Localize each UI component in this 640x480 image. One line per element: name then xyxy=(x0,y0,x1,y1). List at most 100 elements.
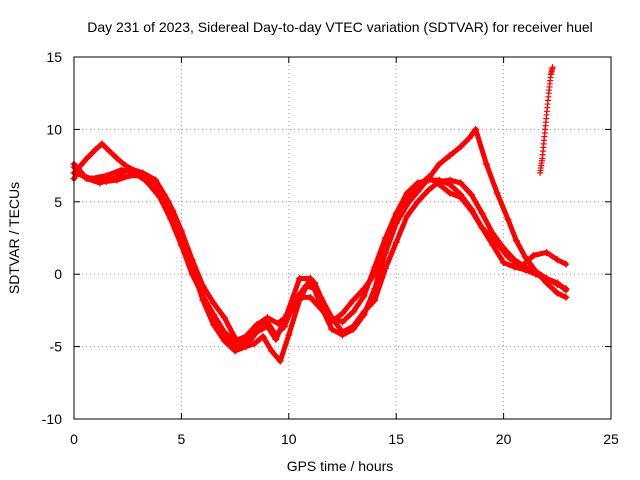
data-point xyxy=(285,311,293,319)
data-point xyxy=(414,188,422,196)
data-point xyxy=(231,337,239,345)
data-point xyxy=(317,305,325,313)
data-point xyxy=(285,331,293,339)
data-point xyxy=(424,175,432,183)
data-point xyxy=(392,220,400,228)
data-point xyxy=(500,244,508,252)
data-point xyxy=(145,180,153,188)
data-point xyxy=(169,206,177,214)
data-point xyxy=(405,198,413,206)
data-point xyxy=(472,125,480,133)
series-group xyxy=(70,64,570,365)
data-point xyxy=(504,215,512,223)
data-point xyxy=(381,248,389,256)
data-point xyxy=(253,328,261,336)
data-point xyxy=(220,337,228,345)
data-point xyxy=(446,151,454,159)
data-point xyxy=(98,140,106,148)
data-point xyxy=(268,347,276,355)
data-point xyxy=(231,347,239,355)
data-point xyxy=(83,154,91,162)
y-tick-label: 15 xyxy=(46,49,62,65)
data-point xyxy=(493,189,501,197)
data-point xyxy=(553,279,561,287)
data-point xyxy=(562,260,570,268)
data-point xyxy=(113,154,121,162)
data-point xyxy=(424,186,432,194)
data-point xyxy=(446,176,454,184)
data-point xyxy=(296,275,304,283)
data-point xyxy=(311,279,319,287)
data-point xyxy=(177,227,185,235)
data-point xyxy=(156,193,164,201)
data-point xyxy=(81,173,89,181)
data-point xyxy=(210,311,218,319)
data-point xyxy=(328,325,336,333)
data-point xyxy=(276,357,284,365)
data-point xyxy=(489,230,497,238)
x-axis-label: GPS time / hours xyxy=(287,458,394,474)
data-point xyxy=(414,198,422,206)
data-point xyxy=(317,293,325,301)
data-point xyxy=(482,160,490,168)
data-point xyxy=(296,293,304,301)
data-point xyxy=(532,267,540,275)
data-point xyxy=(349,308,357,316)
data-point xyxy=(467,206,475,214)
data-point xyxy=(381,264,389,272)
data-point xyxy=(274,319,282,327)
data-point xyxy=(467,191,475,199)
data-point xyxy=(328,318,336,326)
data-point xyxy=(399,208,407,216)
data-point xyxy=(562,286,570,294)
data-point xyxy=(220,314,228,322)
data-point xyxy=(500,259,508,267)
data-point xyxy=(543,279,551,287)
data-point xyxy=(392,238,400,246)
data-point xyxy=(188,256,196,264)
series-trace xyxy=(71,126,569,344)
data-point xyxy=(242,332,250,340)
y-tick-label: 5 xyxy=(54,194,62,210)
data-point xyxy=(360,285,368,293)
data-point xyxy=(543,248,551,256)
data-point xyxy=(489,241,497,249)
x-tick-label: 20 xyxy=(496,431,512,447)
data-point xyxy=(177,241,185,249)
x-tick-label: 15 xyxy=(388,431,404,447)
y-axis-label: SDTVAR / TECUs xyxy=(6,182,22,294)
data-point xyxy=(91,146,99,154)
data-point xyxy=(371,296,379,304)
data-point xyxy=(349,322,357,330)
data-point xyxy=(102,178,110,186)
data-point xyxy=(360,292,368,300)
data-point xyxy=(126,172,134,180)
data-point xyxy=(510,256,518,264)
data-point xyxy=(210,299,218,307)
data-point xyxy=(122,162,130,170)
data-point xyxy=(263,322,271,330)
data-point xyxy=(339,318,346,326)
data-point xyxy=(478,209,486,217)
data-point xyxy=(553,289,561,297)
data-point xyxy=(521,253,529,261)
y-tick-label: -10 xyxy=(42,411,62,427)
data-point xyxy=(220,328,228,336)
data-point xyxy=(478,224,486,232)
y-axis-ticks: -10 -5 0 5 10 15 xyxy=(42,49,611,427)
data-point xyxy=(167,215,175,223)
data-point xyxy=(113,176,121,184)
y-tick-label: 10 xyxy=(46,121,62,137)
x-tick-label: 5 xyxy=(178,431,186,447)
data-point xyxy=(349,296,357,304)
data-point xyxy=(306,293,314,301)
data-point xyxy=(457,143,465,151)
data-point xyxy=(435,178,443,186)
data-point xyxy=(306,275,314,283)
x-tick-label: 25 xyxy=(603,431,619,447)
series-spike xyxy=(537,64,556,176)
data-point xyxy=(272,335,280,343)
data-point xyxy=(446,189,454,197)
data-point xyxy=(250,340,258,348)
